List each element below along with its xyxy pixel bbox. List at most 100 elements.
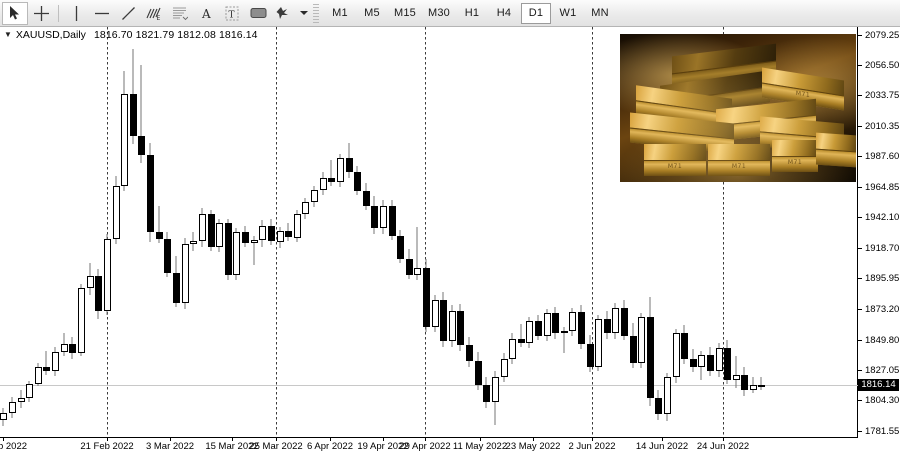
chart-canvas-area[interactable]: ▼ XAUUSD,Daily 1816.70 1821.79 1812.08 1… — [0, 27, 900, 458]
candle-body-bearish — [586, 343, 594, 367]
candlestick — [749, 377, 757, 394]
candlestick — [620, 300, 628, 340]
timeframe-mn[interactable]: MN — [591, 7, 609, 19]
candle-body-bullish — [732, 374, 740, 380]
candlestick — [301, 197, 309, 219]
candlestick — [697, 350, 705, 380]
date-tick-label: 2 Jun 2022 — [568, 441, 616, 452]
rectangle-tool[interactable] — [245, 2, 271, 25]
vertical-gridline — [425, 27, 426, 437]
candlestick — [189, 232, 197, 251]
candlestick — [543, 309, 551, 342]
price-tick-label: 1964.85 — [865, 181, 900, 193]
current-price-label: 1816.14 — [858, 378, 899, 391]
cycle-lines-tool[interactable] — [167, 2, 193, 25]
candlestick — [241, 225, 249, 247]
text-label-tool[interactable]: T — [219, 2, 245, 25]
candle-body-bearish — [146, 155, 154, 233]
candlestick — [103, 233, 111, 315]
timeframe-toolbar-grip[interactable] — [313, 3, 319, 23]
shapes-dropdown-arrow-icon[interactable] — [297, 2, 310, 25]
timeframe-m1[interactable]: M1 — [332, 7, 348, 19]
candle-body-bullish — [34, 366, 42, 384]
candlestick — [422, 258, 430, 332]
candle-body-bullish — [543, 313, 551, 336]
price-tick-mark — [858, 278, 862, 280]
candle-body-bullish — [0, 413, 7, 420]
candlestick — [42, 350, 50, 375]
svg-text:T: T — [229, 10, 235, 20]
candlestick — [517, 323, 525, 347]
text-tool[interactable]: A — [193, 2, 219, 25]
candle-wick — [520, 323, 522, 347]
candlestick — [405, 249, 413, 279]
candlestick — [120, 71, 128, 191]
candlestick — [396, 229, 404, 263]
candle-body-bullish — [310, 189, 318, 202]
candle-body-bullish — [413, 268, 421, 275]
price-tick-mark — [858, 34, 862, 36]
candlestick — [276, 226, 284, 249]
candlestick — [637, 313, 645, 368]
trendline-tool[interactable] — [115, 2, 141, 25]
candle-body-bearish — [155, 232, 163, 239]
date-axis[interactable]: 9 Feb 2022 21 Feb 2022 3 Mar 2022 15 Mar 20… — [0, 438, 858, 458]
candlestick — [508, 333, 516, 364]
candlestick — [723, 339, 731, 384]
candle-body-bearish — [345, 157, 353, 173]
candlestick — [560, 326, 568, 354]
timeframe-d1[interactable]: D1 — [521, 2, 551, 24]
price-tick-mark — [858, 95, 862, 97]
crosshair-tool[interactable] — [28, 2, 54, 25]
date-tick-label: 24 Jun 2022 — [696, 441, 750, 452]
price-axis[interactable]: 2079.25 2056.50 2033.75 2010.35 1987.60 1964.… — [858, 27, 900, 458]
candlestick — [137, 64, 145, 164]
candle-body-bearish — [482, 385, 490, 403]
candlestick — [611, 302, 619, 339]
candlestick — [336, 153, 344, 187]
date-axis-border — [0, 437, 858, 438]
timeframe-m30[interactable]: M30 — [428, 7, 450, 19]
candlestick — [215, 218, 223, 253]
timeframe-m15[interactable]: M15 — [394, 7, 416, 19]
vertical-line-tool[interactable] — [63, 2, 89, 25]
price-plot[interactable] — [0, 27, 858, 437]
timeframe-h4[interactable]: H4 — [496, 7, 512, 19]
price-tick: 1804.30 — [858, 395, 899, 407]
horizontal-line-tool[interactable] — [89, 2, 115, 25]
candlestick — [629, 322, 637, 368]
cursor-tool[interactable] — [2, 1, 28, 25]
candle-body-bullish — [594, 318, 602, 367]
candle-body-bearish — [362, 190, 370, 206]
chart-collapse-icon[interactable]: ▼ — [4, 30, 12, 39]
candle-body-bearish — [680, 333, 688, 359]
candle-body-bullish — [258, 225, 266, 241]
candle-wick — [760, 377, 762, 391]
candle-body-bearish — [517, 338, 525, 343]
candlestick — [568, 308, 576, 336]
candle-body-bullish — [448, 310, 456, 342]
date-tick-label: 19 Apr 2022 — [357, 441, 409, 452]
candlestick — [77, 284, 85, 356]
candlestick — [172, 256, 180, 307]
shapes-tool[interactable] — [271, 2, 297, 25]
price-tick: 1942.10 — [858, 211, 899, 223]
candlestick — [353, 165, 361, 195]
date-tick-mark — [480, 438, 481, 441]
timeframe-w1[interactable]: W1 — [559, 7, 577, 19]
timeframe-m5[interactable]: M5 — [364, 7, 380, 19]
candle-body-bullish — [757, 385, 765, 388]
candle-body-bullish — [568, 312, 576, 331]
price-tick-label: 1895.95 — [865, 273, 900, 285]
date-tick-label: 3 Mar 2022 — [145, 441, 195, 452]
candle-body-bullish — [86, 276, 94, 289]
chart-ohlc-values: 1816.70 1821.79 1812.08 1816.14 — [93, 29, 258, 41]
timeframe-h1[interactable]: H1 — [464, 7, 480, 19]
date-tick-mark — [107, 438, 108, 441]
candlestick — [34, 362, 42, 387]
candle-body-bullish — [8, 402, 16, 414]
candle-body-bearish — [646, 317, 654, 399]
elliott-wave-tool[interactable]: E — [141, 2, 167, 25]
candle-body-bearish — [327, 177, 335, 182]
candle-wick — [416, 226, 418, 281]
